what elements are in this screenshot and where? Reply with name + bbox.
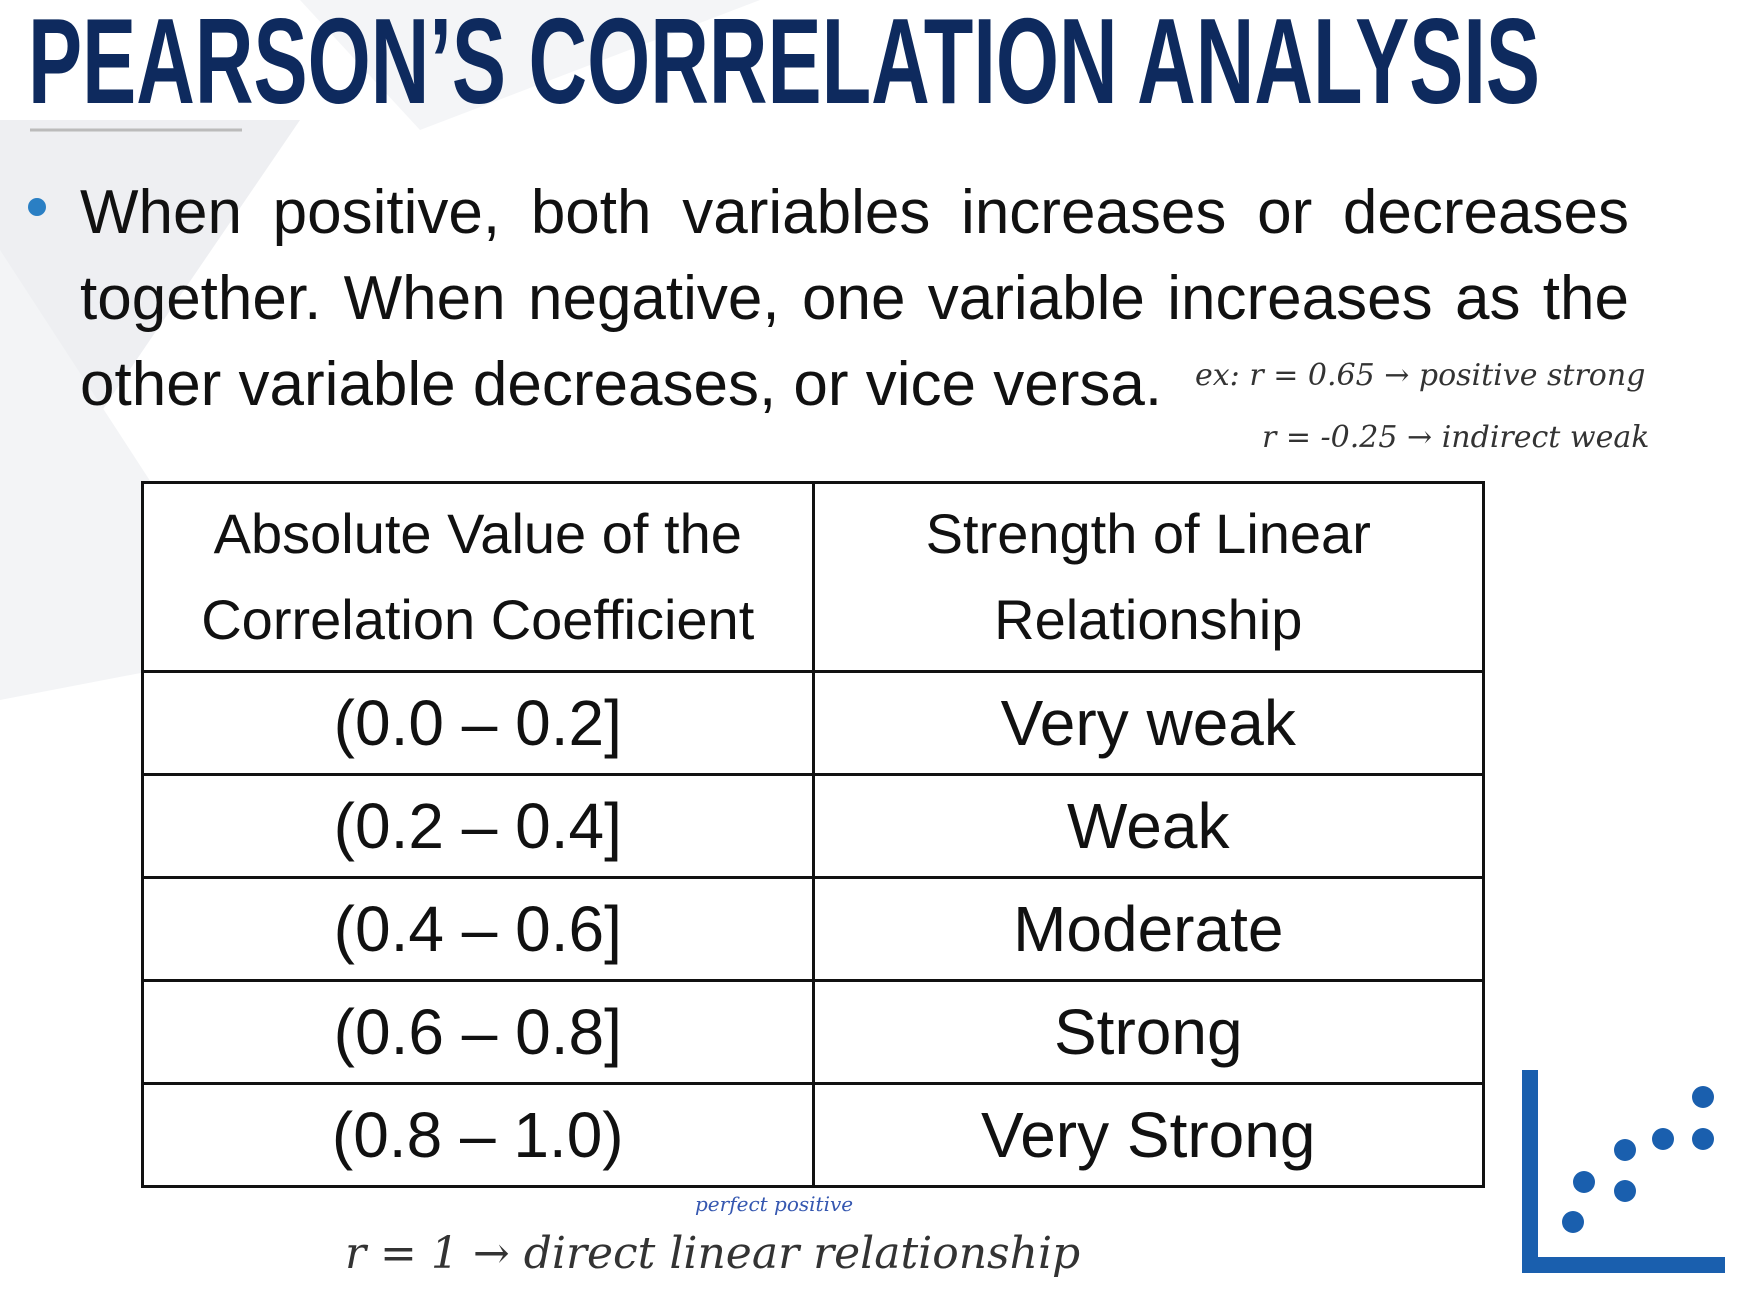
title-area: PEARSON’S CORRELATION ANALYSIS	[28, 0, 1540, 129]
handwritten-note: r = 1 → direct linear relationship	[345, 1228, 1081, 1279]
handwritten-note: ex: r = 0.65 → positive strong	[1195, 358, 1646, 393]
title: PEARSON’S CORRELATION ANALYSIS	[28, 0, 1540, 129]
cell: Strong	[811, 979, 1485, 1085]
cell: Moderate	[811, 876, 1485, 982]
row: (0.8 – 1.0) Very Strong	[141, 1082, 1485, 1188]
row: (0.0 – 0.2] Very weak	[141, 670, 1485, 776]
bullet-dot	[28, 198, 46, 216]
header-cell: Strength of Linear Relationship	[811, 481, 1485, 673]
cell: Weak	[811, 773, 1485, 879]
header-cell: Absolute Value of the Correlation Coeffi…	[141, 481, 815, 673]
handwritten-note: perfect positive	[695, 1192, 854, 1216]
table: Absolute Value of the Correlation Coeffi…	[141, 481, 1485, 1188]
row: (0.2 – 0.4] Weak	[141, 773, 1485, 879]
cell: (0.0 – 0.2]	[141, 670, 815, 776]
cell: (0.8 – 1.0)	[141, 1082, 815, 1188]
cell: (0.6 – 0.8]	[141, 979, 815, 1085]
cell: (0.2 – 0.4]	[141, 773, 815, 879]
cell: (0.4 – 0.6]	[141, 876, 815, 982]
scatter-icon	[1522, 1070, 1725, 1273]
header-row: Absolute Value of the Correlation Coeffi…	[141, 481, 1485, 673]
cell: Very Strong	[811, 1082, 1485, 1188]
bullet-text: When positive, both variables increases …	[80, 178, 1629, 419]
row: (0.6 – 0.8] Strong	[141, 979, 1485, 1085]
row: (0.4 – 0.6] Moderate	[141, 876, 1485, 982]
cell: Very weak	[811, 670, 1485, 776]
handwritten-note: r = -0.25 → indirect weak	[1262, 420, 1650, 455]
